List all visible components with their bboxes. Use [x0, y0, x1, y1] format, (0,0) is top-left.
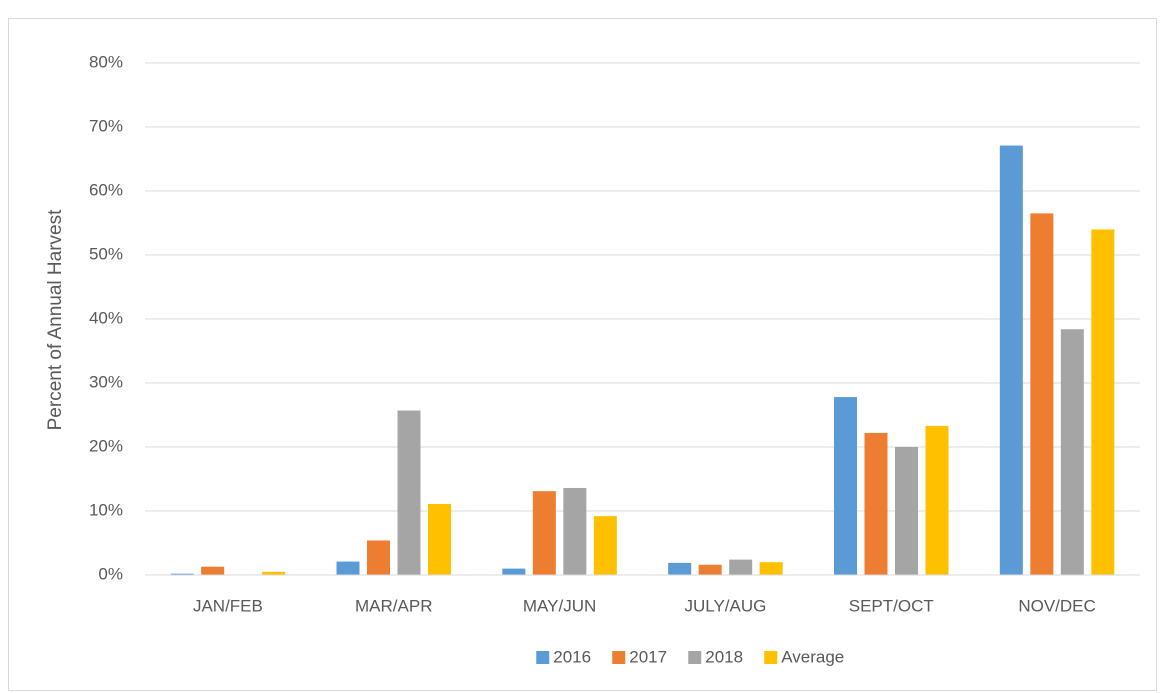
- bar: [563, 487, 587, 575]
- bar: [1030, 213, 1054, 575]
- bar: [834, 397, 857, 575]
- y-axis-label: Percent of Annual Harvest: [45, 209, 66, 430]
- y-tick-label: 70%: [89, 116, 123, 135]
- legend-label: 2016: [553, 647, 591, 666]
- bar: [262, 571, 286, 575]
- bar: [201, 566, 225, 575]
- legend-label: 2018: [705, 647, 743, 666]
- x-tick-label: JAN/FEB: [193, 596, 263, 615]
- bar: [864, 432, 888, 575]
- bar: [1091, 229, 1115, 575]
- legend-swatch: [688, 651, 702, 664]
- legend-swatch: [764, 651, 778, 664]
- y-tick-label: 40%: [89, 308, 123, 327]
- y-tick-label: 80%: [89, 52, 123, 71]
- bar: [336, 561, 360, 575]
- x-tick-label: JULY/AUG: [684, 596, 766, 615]
- bar: [428, 503, 451, 575]
- chart-frame: [8, 18, 1157, 691]
- y-tick-label: 20%: [89, 436, 123, 455]
- y-tick-label: 50%: [89, 244, 123, 263]
- x-tick-label: MAR/APR: [355, 596, 432, 615]
- y-tick-label: 30%: [89, 372, 123, 391]
- bar: [367, 540, 390, 575]
- bar: [532, 491, 556, 575]
- y-tick-label: 10%: [89, 500, 123, 519]
- bar: [593, 516, 617, 575]
- x-tick-label: NOV/DEC: [1018, 596, 1095, 615]
- legend-label: Average: [781, 647, 844, 666]
- bar: [698, 564, 722, 575]
- bar: [925, 425, 949, 575]
- bar: [759, 562, 783, 575]
- y-tick-label: 0%: [98, 564, 123, 583]
- bar: [729, 559, 753, 575]
- bar: [502, 568, 526, 575]
- y-tick-label: 60%: [89, 180, 123, 199]
- x-tick-label: MAY/JUN: [523, 596, 596, 615]
- bar: [1060, 329, 1084, 575]
- x-tick-label: SEPT/OCT: [849, 596, 934, 615]
- bar: [895, 447, 918, 575]
- legend-label: 2017: [629, 647, 667, 666]
- bar: [999, 145, 1023, 575]
- legend-swatch: [612, 651, 626, 664]
- bar: [397, 410, 421, 575]
- bar: [170, 573, 194, 575]
- bar: [668, 562, 692, 575]
- legend-swatch: [536, 651, 550, 664]
